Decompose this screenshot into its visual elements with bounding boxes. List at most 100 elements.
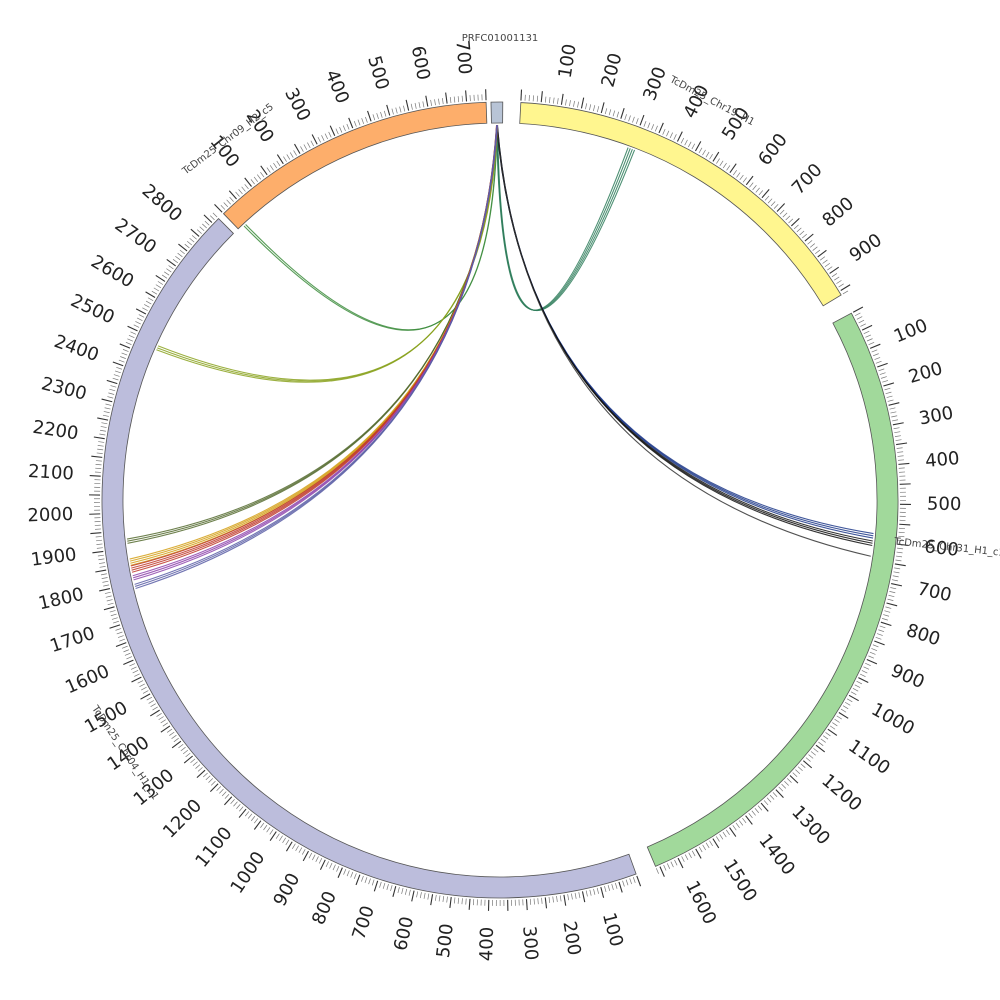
tick-mark xyxy=(691,143,696,150)
tick-mark xyxy=(844,701,851,706)
tick-mark xyxy=(782,212,788,218)
tick-mark xyxy=(893,427,900,430)
tick-label: 600 xyxy=(923,536,959,561)
tick-mark xyxy=(192,761,198,766)
tick-label: 300 xyxy=(518,925,541,961)
tick-mark xyxy=(556,895,558,902)
tick-mark xyxy=(132,670,139,674)
tick-mark xyxy=(91,455,103,458)
tick-mark xyxy=(752,185,757,191)
tick-mark xyxy=(224,793,230,799)
tick-mark xyxy=(110,385,117,388)
tick-mark xyxy=(859,673,866,677)
tick-mark xyxy=(677,857,684,869)
link-tcdm25-chr04-h1-c1 xyxy=(133,124,498,579)
tick-mark xyxy=(738,820,744,826)
tick-mark xyxy=(103,411,110,414)
tick-mark xyxy=(269,165,274,171)
tick-label: 800 xyxy=(904,620,943,650)
tick-mark xyxy=(861,324,873,331)
tick-mark xyxy=(118,359,125,363)
tick-mark xyxy=(790,217,800,227)
tick-mark xyxy=(106,599,113,602)
tick-mark xyxy=(793,224,799,230)
tick-mark xyxy=(244,184,249,190)
tick-mark xyxy=(457,96,460,103)
tick-mark xyxy=(204,220,210,226)
tick-mark xyxy=(100,573,107,576)
tick-mark xyxy=(269,829,274,835)
tick-mark xyxy=(563,894,567,906)
tick-mark xyxy=(260,172,265,178)
tick-mark xyxy=(749,182,754,188)
tick-mark xyxy=(260,822,265,828)
tick-mark xyxy=(98,441,105,443)
tick-mark xyxy=(386,104,391,116)
tick-mark xyxy=(196,229,202,234)
tick-mark xyxy=(632,116,635,123)
tick-mark xyxy=(889,591,896,594)
tick-mark xyxy=(151,290,158,295)
tick-mark xyxy=(695,848,702,859)
link-tcdm25-chr04-h1-c1 xyxy=(130,124,499,567)
tick-mark xyxy=(863,330,870,335)
tick-mark xyxy=(135,308,147,315)
tick-mark xyxy=(687,141,692,148)
tick-mark xyxy=(804,233,814,242)
tick-mark xyxy=(574,892,577,899)
tick-mark xyxy=(578,892,581,899)
tick-mark xyxy=(822,259,828,264)
tick-mark xyxy=(861,670,868,674)
tick-mark xyxy=(869,343,881,349)
tick-mark xyxy=(177,252,183,258)
tick-mark xyxy=(854,684,861,688)
tick-mark xyxy=(434,894,437,901)
tick-mark xyxy=(767,198,773,204)
tick-mark xyxy=(123,659,134,665)
tick-mark xyxy=(889,407,896,410)
tick-mark xyxy=(216,786,222,791)
tick-label: 1900 xyxy=(30,544,78,571)
tick-mark xyxy=(172,259,179,264)
tick-mark xyxy=(149,709,160,717)
tick-mark xyxy=(709,840,713,847)
tick-mark xyxy=(368,878,371,885)
tick-mark xyxy=(175,255,181,261)
tick-mark xyxy=(224,796,233,806)
tick-label: 600 xyxy=(407,44,434,82)
tick-mark xyxy=(856,316,863,320)
tick-label: 1600 xyxy=(62,661,112,699)
tick-mark xyxy=(365,116,368,123)
tick-mark xyxy=(311,134,318,145)
tick-mark xyxy=(99,587,111,592)
tick-mark xyxy=(162,722,168,727)
tick-mark xyxy=(114,370,121,374)
tick-mark xyxy=(98,558,105,561)
tick-mark xyxy=(898,462,910,465)
tick-mark xyxy=(827,728,838,736)
tick-mark xyxy=(600,102,605,114)
tick-mark xyxy=(858,677,869,684)
segment-name-prfc01001131: PRFC01001131 xyxy=(462,33,539,44)
tick-mark xyxy=(600,886,605,898)
tick-mark xyxy=(348,117,354,129)
tick-mark xyxy=(442,895,445,903)
tick-mark xyxy=(896,555,903,558)
tick-mark xyxy=(751,810,756,816)
tick-mark xyxy=(881,618,888,621)
tick-mark xyxy=(97,554,104,557)
tick-mark xyxy=(403,105,406,112)
link-tcdm25-chr09-h2-c5 xyxy=(245,124,498,331)
tick-mark xyxy=(289,152,294,158)
tick-mark xyxy=(422,101,425,108)
tick-mark xyxy=(662,128,666,135)
tick-mark xyxy=(266,167,271,173)
tick-mark xyxy=(781,783,787,789)
tick-mark xyxy=(643,121,647,127)
tick-mark xyxy=(119,638,126,642)
tick-mark xyxy=(795,769,801,774)
tick-mark xyxy=(235,191,240,197)
tick-mark xyxy=(854,312,861,317)
tick-mark xyxy=(567,894,570,901)
tick-mark xyxy=(142,690,149,694)
